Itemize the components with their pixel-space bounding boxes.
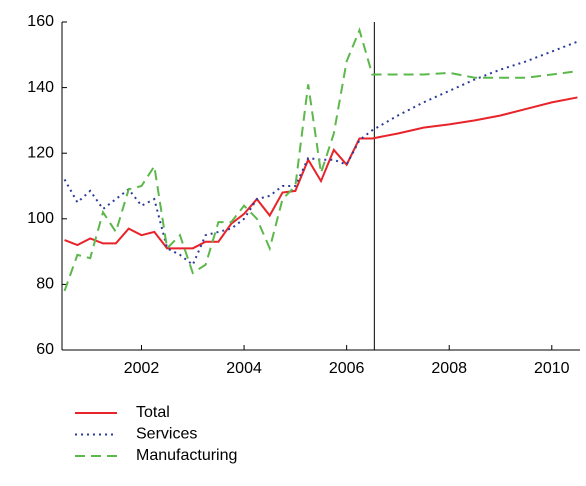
y-tick-label: 80 <box>36 276 54 293</box>
y-tick-label: 120 <box>27 144 54 161</box>
series-line <box>63 27 578 292</box>
series-line <box>63 40 578 267</box>
y-tick-label: 160 <box>27 13 54 30</box>
x-tick-label: 2002 <box>124 360 160 377</box>
y-tick-label: 140 <box>27 79 54 96</box>
y-tick-label: 100 <box>27 210 54 227</box>
legend-label: Services <box>136 426 197 443</box>
legend-label: Manufacturing <box>136 447 237 464</box>
x-tick-label: 2006 <box>329 360 365 377</box>
x-tick-label: 2010 <box>534 360 570 377</box>
x-tick-label: 2008 <box>431 360 467 377</box>
x-tick-label: 2004 <box>226 360 262 377</box>
y-tick-label: 60 <box>36 341 54 358</box>
legend-label: Total <box>136 404 170 421</box>
series-line <box>64 96 578 250</box>
